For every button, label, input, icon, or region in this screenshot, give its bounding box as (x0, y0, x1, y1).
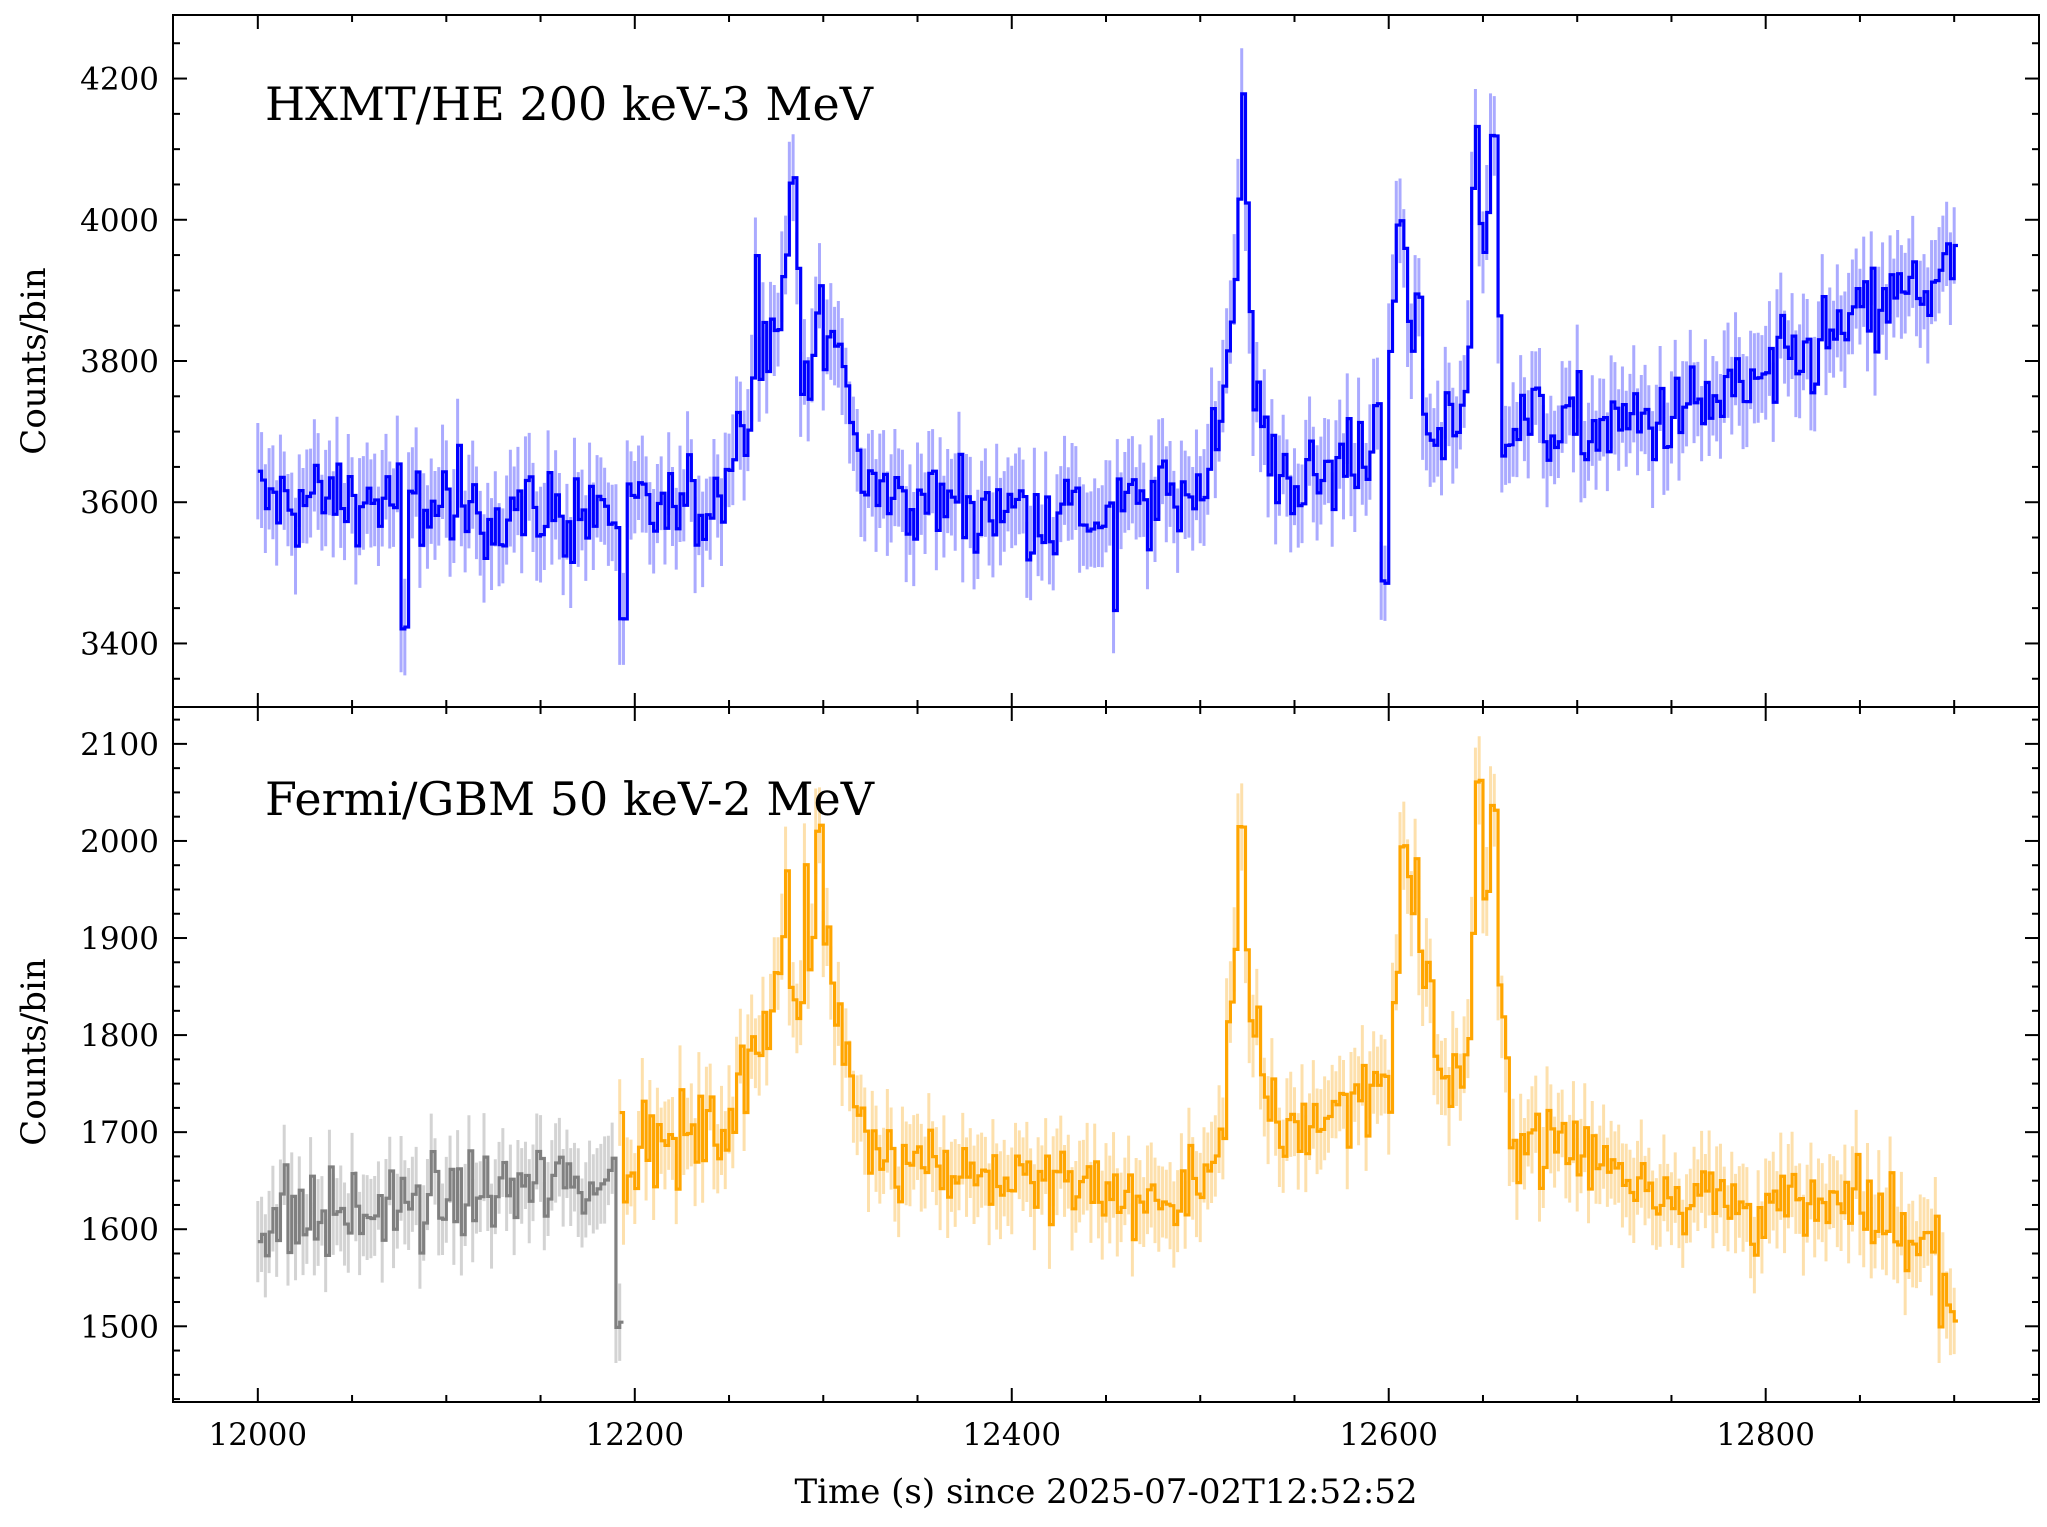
gbm-series-0-errorbars (256, 1113, 622, 1364)
x-axis-label: Time (s) since 2025-07-02T12:52:52 (794, 1472, 1417, 1512)
hxmt-ytick-label-3400: 3400 (80, 626, 159, 662)
hxmt-series-0-line (257, 92, 1958, 631)
gbm-ytick-label-1500: 1500 (80, 1309, 159, 1345)
hxmt-y-axis-label: Counts/bin (14, 267, 54, 454)
gbm-xtick-label-12200: 12200 (585, 1417, 684, 1453)
hxmt-ytick-label-4000: 4000 (80, 203, 159, 239)
gbm-plot-frame (172, 706, 2040, 1403)
gbm-ytick-label-1700: 1700 (80, 1115, 159, 1151)
hxmt-ytick-label-4200: 4200 (80, 62, 159, 98)
gbm-annotation: Fermi/GBM 50 keV-2 MeV (265, 772, 875, 826)
hxmt-annotation: HXMT/HE 200 keV-3 MeV (265, 77, 874, 131)
hxmt-lightcurve (256, 48, 1958, 676)
gbm-series-1-line (619, 778, 1958, 1329)
gbm-ytick-label-1800: 1800 (80, 1018, 159, 1054)
gbm-xtick-label-12400: 12400 (962, 1417, 1061, 1453)
hxmt-ytick-label-3600: 3600 (80, 485, 159, 521)
gbm-series-0-line (257, 1149, 624, 1330)
gbm-y-axis-label: Counts/bin (14, 958, 54, 1145)
panel-gbm: 12000 12200 12400 12600 12800 1500 1600 1700 180… (14, 706, 2040, 1512)
hxmt-axis-ticks: 3400 3600 3800 4000 4200 (80, 15, 2039, 707)
gbm-axis-ticks: 12000 12200 12400 12600 12800 1500 1600 1700 180… (80, 707, 2039, 1453)
panel-hxmt: 3400 3600 3800 4000 4200 HXMT/HE 200 keV-3 M… (14, 14, 2040, 708)
gbm-xtick-label-12800: 12800 (1716, 1417, 1815, 1453)
gbm-ytick-label-2000: 2000 (80, 824, 159, 860)
gbm-ytick-label-2100: 2100 (80, 727, 159, 763)
gbm-ytick-label-1600: 1600 (80, 1212, 159, 1248)
hxmt-series-0-errorbars (256, 48, 1956, 676)
hxmt-ytick-label-3800: 3800 (80, 344, 159, 380)
gbm-ytick-label-1900: 1900 (80, 921, 159, 957)
gbm-xtick-label-12000: 12000 (209, 1417, 308, 1453)
gbm-lightcurve (256, 736, 1958, 1364)
gbm-xtick-label-12600: 12600 (1339, 1417, 1438, 1453)
